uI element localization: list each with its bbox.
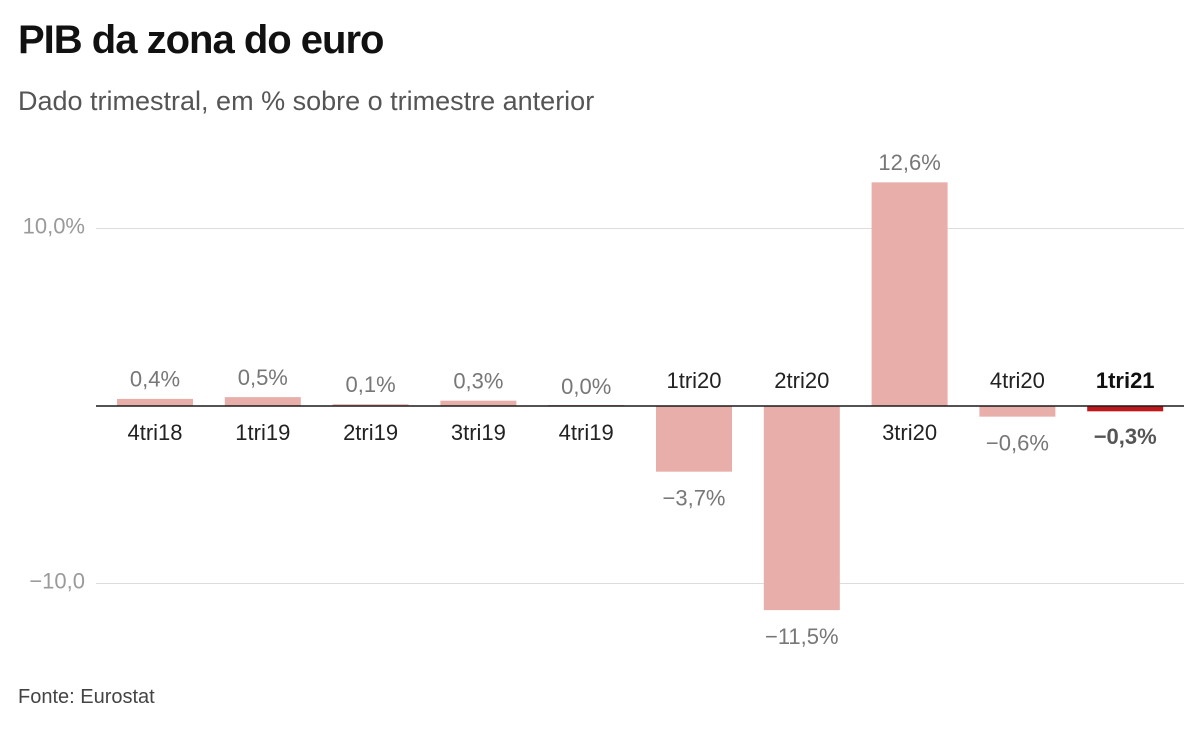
bar-4tri18 (117, 398, 193, 406)
category-label-1tri19: 1tri19 (235, 420, 290, 445)
grid-lines: 10,0% −10,0 (23, 213, 1184, 593)
y-tick-label: 10,0% (23, 213, 85, 238)
bar-4tri20 (979, 406, 1056, 417)
value-label-1tri21: −0,3% (1094, 424, 1157, 449)
category-label-2tri19: 2tri19 (343, 420, 398, 445)
category-label-4tri20: 4tri20 (990, 368, 1045, 393)
bar-2tri19 (332, 404, 409, 406)
bar-3tri19 (440, 400, 517, 406)
value-label-3tri19: 0,3% (453, 368, 503, 393)
bars (117, 182, 1164, 611)
bar-1tri20 (656, 406, 732, 472)
value-label-4tri18: 0,4% (130, 367, 180, 392)
value-label-2tri20: −11,5% (765, 624, 839, 649)
bar-3tri20 (871, 182, 948, 406)
category-label-2tri20: 2tri20 (774, 368, 829, 393)
category-label-4tri18: 4tri18 (127, 420, 182, 445)
value-label-4tri19: 0,0% (561, 374, 611, 399)
y-tick-label: −10,0 (29, 568, 85, 593)
value-label-4tri20: −0,6% (986, 430, 1049, 455)
bar-1tri19 (224, 397, 301, 406)
value-label-3tri20: 12,6% (878, 150, 940, 175)
bar-2tri20 (763, 406, 840, 611)
chart-title: PIB da zona do euro (18, 18, 384, 62)
value-label-1tri20: −3,7% (663, 485, 726, 510)
source-note: Fonte: Eurostat (18, 686, 155, 708)
value-label-2tri19: 0,1% (346, 372, 396, 397)
category-label-4tri19: 4tri19 (559, 420, 614, 445)
bar-labels: 0,4% 4tri18 0,5% 1tri19 0,1% 2tri19 0,3% 3tri19… (127, 150, 1156, 649)
bar-1tri21 (1087, 406, 1164, 412)
value-label-1tri19: 0,5% (238, 365, 288, 390)
category-label-1tri21: 1tri21 (1096, 368, 1155, 393)
category-label-1tri20: 1tri20 (666, 368, 721, 393)
chart-subtitle: Dado trimestral, em % sobre o trimestre … (18, 86, 595, 116)
category-label-3tri20: 3tri20 (882, 420, 937, 445)
category-label-3tri19: 3tri19 (451, 420, 506, 445)
